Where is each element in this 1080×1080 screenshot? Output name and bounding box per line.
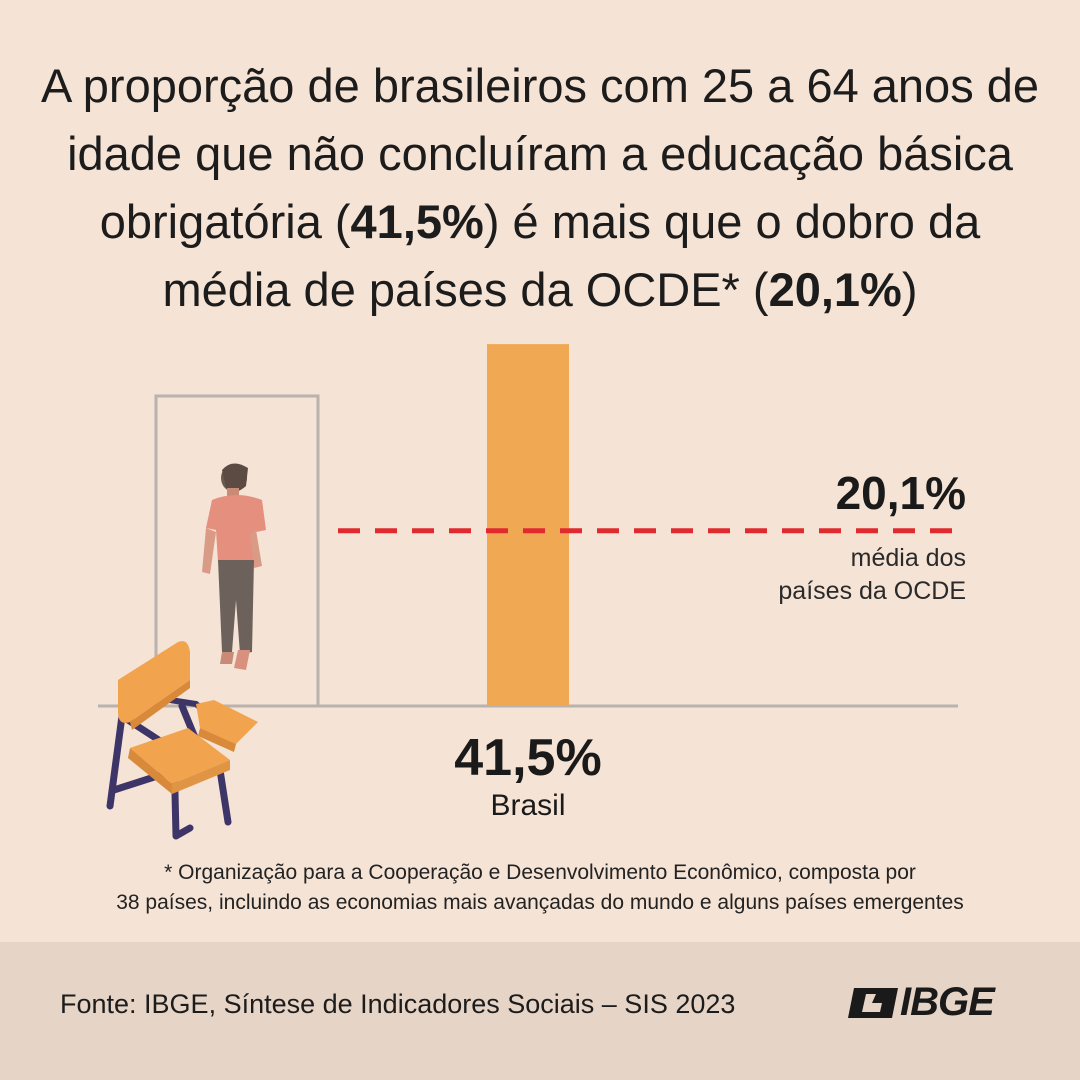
door-frame-illustration [154,394,320,706]
headline-text-1: A proporção de brasileiros com 25 a 64 a… [40,59,1040,248]
headline: A proporção de brasileiros com 25 a 64 a… [40,52,1040,324]
headline-text-3: ) [901,263,918,316]
school-chair-illustration [106,641,258,840]
bar-value-label: 41,5% [454,729,602,787]
footnote: * Organização para a Cooperação e Desenv… [40,858,1040,918]
headline-brasil-value: 41,5% [350,195,484,248]
footnote-line-1: * Organização para a Cooperação e Desenv… [164,861,916,884]
footer: Fonte: IBGE, Síntese de Indicadores Soci… [0,942,1080,1080]
footnote-line-2: 38 países, incluindo as economias mais a… [116,891,964,914]
source-text: Fonte: IBGE, Síntese de Indicadores Soci… [60,989,736,1019]
walking-person-illustration [202,463,266,670]
reference-value-label: 20,1% [835,467,966,519]
reference-description-line-2: países da OCDE [778,577,966,605]
ibge-logo-text: IBGE [900,980,995,1024]
ibge-logo: IBGE [846,980,1022,1026]
headline-text-2: ) é mais que o dobro da média de países … [162,195,981,316]
headline-ocde-value: 20,1% [768,263,902,316]
reference-description-line-1: média dos [850,544,966,572]
ibge-logo-icon [848,988,898,1018]
bar-brasil [487,344,569,706]
reference-description: média dos países da OCDE [700,542,966,608]
bar-category-label: Brasil [490,789,566,822]
